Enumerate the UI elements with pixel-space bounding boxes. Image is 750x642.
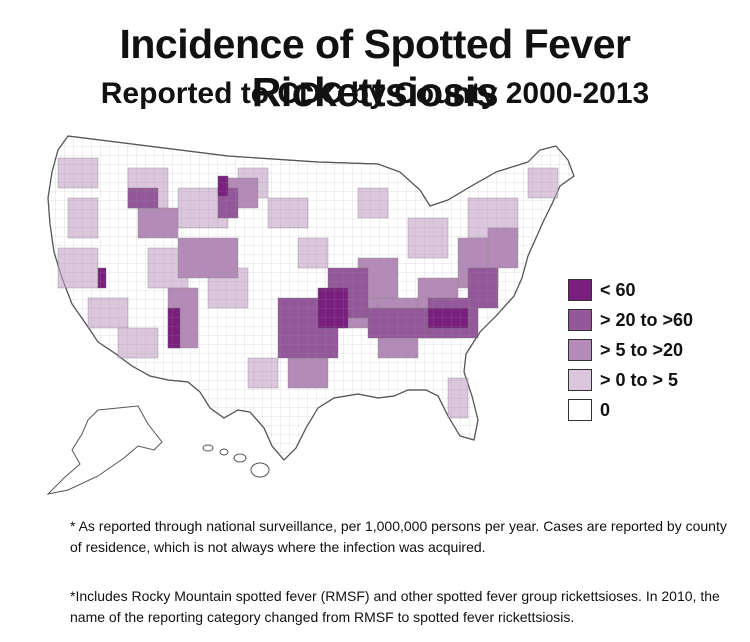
hawaii-islands bbox=[202, 444, 270, 478]
alaska-outline bbox=[46, 405, 163, 495]
legend-swatch-high bbox=[568, 309, 592, 331]
legend-item: 0 bbox=[568, 398, 693, 422]
map-title: Incidence of Spotted Fever Rickettsiosis bbox=[119, 21, 632, 115]
footnote-surveillance: * As reported through national surveilla… bbox=[70, 518, 727, 555]
contiguous-us-grid bbox=[47, 135, 575, 461]
legend-item: > 0 to > 5 bbox=[568, 368, 693, 392]
footnote-rmsf: *Includes Rocky Mountain spotted fever (… bbox=[70, 588, 720, 625]
legend-swatch-low bbox=[568, 369, 592, 391]
legend-item: > 5 to >20 bbox=[568, 338, 693, 362]
legend-label: < 60 bbox=[600, 279, 636, 300]
legend-label: > 5 to >20 bbox=[600, 339, 684, 360]
legend-swatch-none bbox=[568, 399, 592, 421]
map-subtitle: Reported to CDC by County 2000-2013 bbox=[100, 77, 650, 110]
legend-label: > 0 to > 5 bbox=[600, 369, 679, 390]
legend-swatch-highest bbox=[568, 279, 592, 301]
legend-item: > 20 to >60 bbox=[568, 308, 693, 332]
legend-item: < 60 bbox=[568, 278, 693, 302]
legend-label: 0 bbox=[600, 399, 611, 420]
map-legend: < 60 > 20 to >60 > 5 to >20 > 0 to > 5 0 bbox=[568, 278, 693, 428]
legend-label: > 20 to >60 bbox=[600, 309, 694, 330]
legend-swatch-medium bbox=[568, 339, 592, 361]
us-county-map bbox=[28, 128, 588, 508]
